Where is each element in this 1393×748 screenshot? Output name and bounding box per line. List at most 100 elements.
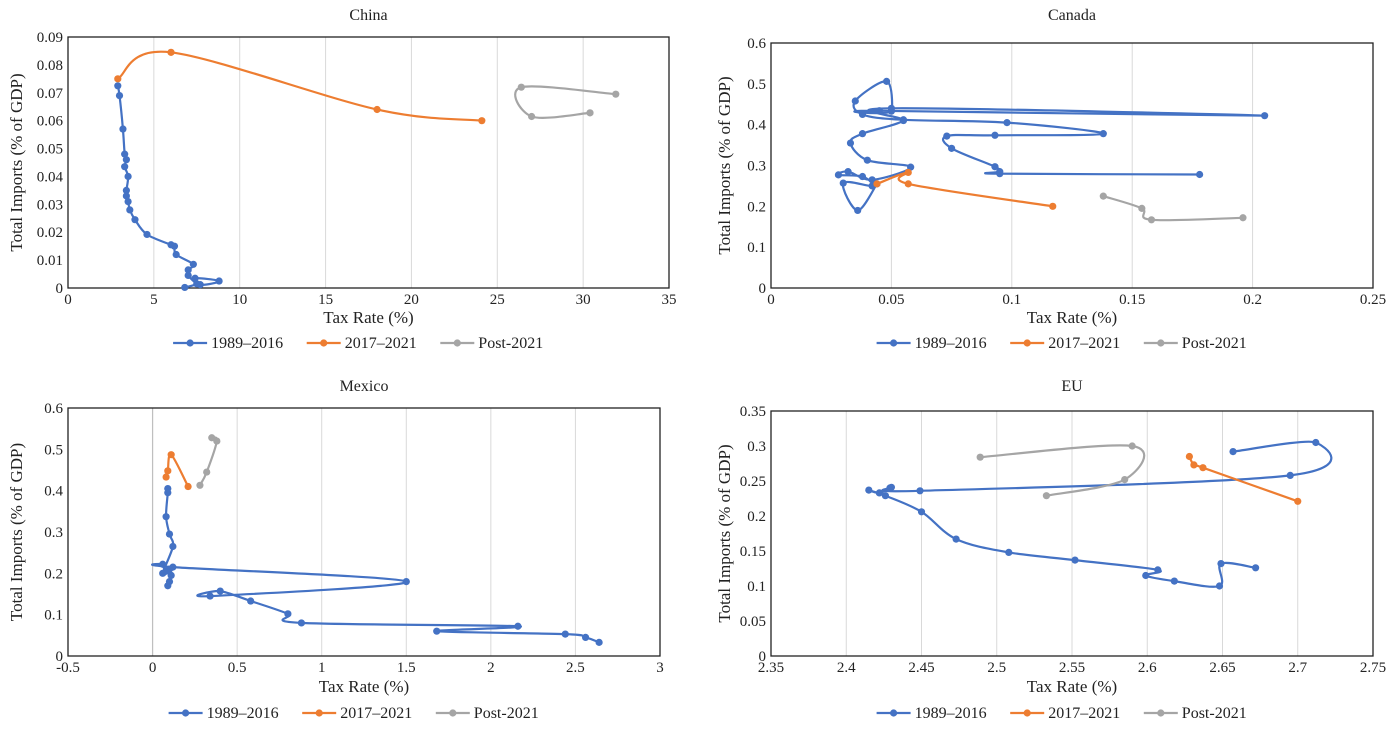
series-1989–2016 [114, 82, 223, 292]
data-point [215, 277, 223, 285]
data-point [851, 97, 859, 105]
data-point [184, 266, 192, 274]
plot-area-frame [770, 42, 1374, 289]
x-tick-label: 0.15 [1119, 292, 1145, 308]
data-point [169, 542, 177, 551]
y-tick-label: 0 [759, 649, 767, 665]
data-point [1099, 192, 1107, 200]
y-tick-label: 0.02 [37, 225, 63, 241]
data-point [595, 638, 603, 646]
x-tick-label: 2.65 [1209, 660, 1235, 676]
data-point [854, 206, 862, 215]
x-tick-label: 0.05 [878, 292, 904, 308]
data-point [1003, 119, 1011, 127]
x-tick-label: 10 [232, 292, 247, 308]
x-tick-label: 2 [487, 660, 495, 676]
x-tick-label: -0.5 [56, 660, 80, 676]
data-point [586, 109, 594, 117]
data-point [1142, 571, 1150, 580]
series-line [117, 50, 482, 122]
x-tick-label: 30 [576, 292, 591, 308]
y-axis-label: Total Imports (% of GDP) [715, 76, 734, 254]
data-point [943, 132, 951, 140]
series-line [836, 80, 1266, 212]
y-tick-label: 0 [56, 281, 64, 297]
data-point [863, 156, 871, 164]
data-point [206, 592, 214, 600]
data-point [164, 467, 172, 475]
data-point [1170, 577, 1178, 585]
data-point [528, 112, 536, 121]
data-point [191, 274, 199, 282]
x-axis-label: Tax Rate (%) [1027, 677, 1117, 696]
series-line [980, 444, 1146, 497]
legend-marker [453, 339, 461, 347]
y-tick-label: 0.2 [44, 566, 63, 582]
series-2017–2021 [162, 451, 192, 491]
y-tick-label: 0.4 [747, 118, 766, 134]
data-point [887, 104, 896, 112]
data-point [124, 172, 132, 181]
y-tick-label: 0.3 [747, 439, 766, 455]
data-point [904, 180, 912, 188]
y-tick-label: 0.25 [740, 474, 766, 490]
y-tick-label: 0.1 [747, 240, 766, 256]
legend-marker [1023, 709, 1031, 717]
data-point [1128, 442, 1136, 450]
data-point [1215, 582, 1224, 590]
data-point [167, 48, 175, 56]
data-point [517, 83, 525, 91]
data-point [284, 610, 292, 618]
y-tick-label: 0.2 [747, 199, 766, 215]
data-point [948, 144, 956, 152]
data-point [165, 565, 174, 573]
data-point [1196, 170, 1204, 179]
legend-marker [186, 339, 194, 347]
data-point [865, 486, 873, 494]
y-tick-label: 0.3 [747, 159, 766, 175]
data-point [122, 186, 130, 194]
data-point [916, 487, 924, 495]
y-tick-label: 0.15 [740, 544, 766, 560]
data-point [172, 250, 180, 259]
data-point [881, 492, 889, 500]
data-point [1147, 216, 1156, 224]
x-tick-label: 2.35 [758, 660, 784, 676]
data-point [216, 587, 224, 595]
y-tick-label: 0.04 [37, 169, 64, 185]
legend: 1989–2016 2017–2021 Post-2021 [168, 705, 539, 722]
data-point [1049, 202, 1057, 210]
y-tick-label: 0.1 [44, 608, 63, 624]
y-tick-label: 0.09 [37, 30, 63, 46]
data-point [213, 437, 221, 445]
x-tick-label: 3 [656, 660, 664, 676]
data-point [143, 230, 151, 239]
x-tick-label: 0.2 [1243, 292, 1262, 308]
legend-label: Post-2021 [1182, 705, 1247, 722]
data-point [1229, 448, 1237, 456]
x-axis-label: Tax Rate (%) [1027, 308, 1117, 327]
y-tick-label: 0 [56, 649, 64, 665]
data-point [875, 107, 883, 115]
x-tick-label: 0.25 [1360, 292, 1386, 308]
data-point [159, 569, 167, 577]
data-point [124, 197, 132, 206]
y-tick-label: 0.5 [747, 77, 766, 93]
x-tick-label: 0.5 [228, 660, 247, 676]
data-point [114, 75, 122, 83]
data-point [1261, 112, 1269, 120]
series-Post-2021 [196, 434, 221, 489]
data-point [1185, 452, 1193, 461]
y-tick-label: 0.03 [37, 197, 63, 213]
x-tick-label: 1 [318, 660, 326, 676]
y-tick-label: 0.5 [44, 442, 63, 458]
data-point [119, 125, 127, 133]
y-axis-label: Total Imports (% of GDP) [7, 73, 26, 251]
x-tick-label: 1.5 [397, 660, 416, 676]
data-point [1252, 564, 1260, 572]
data-point [858, 110, 867, 119]
x-tick-label: 2.4 [837, 660, 856, 676]
data-point [165, 578, 174, 586]
legend-marker [182, 709, 190, 717]
data-point [126, 206, 134, 214]
